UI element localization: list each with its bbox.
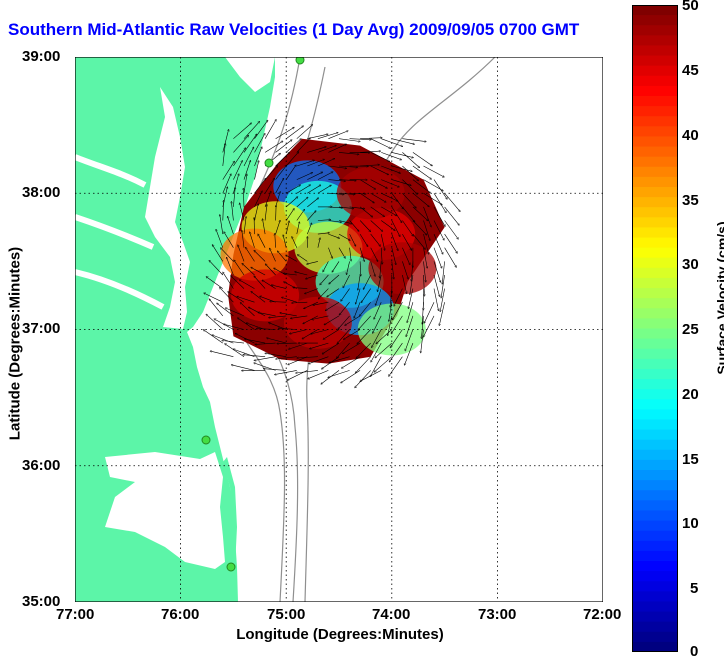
colorbar-tick-label: 45 xyxy=(682,62,699,79)
colorbar-step xyxy=(632,470,678,481)
colorbar-step xyxy=(632,278,678,289)
colorbar-step xyxy=(632,35,678,46)
colorbar-step xyxy=(632,622,678,633)
colorbar-step xyxy=(632,45,678,56)
x-tick-label: 76:00 xyxy=(161,606,199,623)
colorbar-step xyxy=(632,480,678,491)
colorbar-tick-label: 30 xyxy=(682,256,699,273)
colorbar-step xyxy=(632,430,678,441)
colorbar-step xyxy=(632,379,678,390)
colorbar-step xyxy=(632,5,678,16)
colorbar-step xyxy=(632,66,678,77)
y-axis-label: Latitude (Degrees:Minutes) xyxy=(7,234,24,454)
colorbar-step xyxy=(632,147,678,158)
colorbar-step xyxy=(632,268,678,279)
y-tick-label: 37:00 xyxy=(22,320,60,337)
colorbar-step xyxy=(632,632,678,643)
colorbar-step xyxy=(632,551,678,562)
colorbar-step xyxy=(632,642,678,652)
colorbar-step xyxy=(632,389,678,400)
colorbar-step xyxy=(632,531,678,542)
x-tick-label: 77:00 xyxy=(56,606,94,623)
colorbar-step xyxy=(632,399,678,410)
colorbar-tick-label: 10 xyxy=(682,515,699,532)
colorbar-step xyxy=(632,298,678,309)
colorbar-step xyxy=(632,521,678,532)
colorbar-step xyxy=(632,541,678,552)
colorbar-step xyxy=(632,581,678,592)
colorbar-step xyxy=(632,96,678,107)
colorbar-step xyxy=(632,490,678,501)
colorbar-step xyxy=(632,349,678,360)
colorbar-step xyxy=(632,510,678,521)
colorbar-step xyxy=(632,197,678,208)
colorbar-tick-label: 50 xyxy=(682,0,699,14)
colorbar-step xyxy=(632,76,678,87)
colorbar-step xyxy=(632,167,678,178)
x-tick-label: 74:00 xyxy=(372,606,410,623)
colorbar-step xyxy=(632,227,678,238)
colorbar-step xyxy=(632,136,678,147)
colorbar-step xyxy=(632,308,678,319)
colorbar-step xyxy=(632,571,678,582)
y-tick-label: 36:00 xyxy=(22,457,60,474)
colorbar-step xyxy=(632,187,678,198)
colorbar-step xyxy=(632,157,678,168)
colorbar-step xyxy=(632,15,678,26)
x-tick-label: 72:00 xyxy=(583,606,621,623)
colorbar-step xyxy=(632,500,678,511)
y-tick-label: 39:00 xyxy=(22,48,60,65)
radar-site-marker xyxy=(296,57,304,64)
colorbar-step xyxy=(632,177,678,188)
colorbar-step xyxy=(632,126,678,137)
colorbar-step xyxy=(632,450,678,461)
x-tick-label: 73:00 xyxy=(478,606,516,623)
colorbar-step xyxy=(632,258,678,269)
colorbar-step xyxy=(632,440,678,451)
colorbar-step xyxy=(632,207,678,218)
radar-site-marker xyxy=(227,563,235,571)
colorbar-step xyxy=(632,601,678,612)
colorbar-step xyxy=(632,25,678,36)
colorbar xyxy=(632,5,678,652)
colorbar-step xyxy=(632,217,678,228)
colorbar-step xyxy=(632,359,678,370)
chart-title: Southern Mid-Atlantic Raw Velocities (1 … xyxy=(8,20,608,40)
x-axis-label: Longitude (Degrees:Minutes) xyxy=(150,626,530,643)
map-plot-area xyxy=(75,57,603,602)
colorbar-step xyxy=(632,561,678,572)
colorbar-label: Surface Velocity (cm/s) xyxy=(714,188,724,408)
y-tick-label: 35:00 xyxy=(22,593,60,610)
colorbar-tick-label: 40 xyxy=(682,127,699,144)
colorbar-step xyxy=(632,409,678,420)
colorbar-tick-label: 15 xyxy=(682,451,699,468)
colorbar-step xyxy=(632,612,678,623)
colorbar-step xyxy=(632,318,678,329)
colorbar-step xyxy=(632,248,678,259)
colorbar-tick-label: 20 xyxy=(682,386,699,403)
colorbar-step xyxy=(632,591,678,602)
x-tick-label: 75:00 xyxy=(267,606,305,623)
y-tick-label: 38:00 xyxy=(22,184,60,201)
colorbar-tick-label: 35 xyxy=(682,192,699,209)
radar-site-marker xyxy=(202,436,210,444)
colorbar-step xyxy=(632,106,678,117)
colorbar-step xyxy=(632,86,678,97)
colorbar-step xyxy=(632,56,678,67)
colorbar-step xyxy=(632,460,678,471)
colorbar-step xyxy=(632,419,678,430)
colorbar-step xyxy=(632,339,678,350)
radar-site-marker xyxy=(265,159,273,167)
colorbar-tick-label: 0 xyxy=(690,643,698,660)
colorbar-step xyxy=(632,238,678,249)
colorbar-step xyxy=(632,288,678,299)
colorbar-step xyxy=(632,116,678,127)
colorbar-tick-label: 5 xyxy=(690,580,698,597)
colorbar-tick-label: 25 xyxy=(682,321,699,338)
colorbar-step xyxy=(632,369,678,380)
colorbar-step xyxy=(632,329,678,340)
